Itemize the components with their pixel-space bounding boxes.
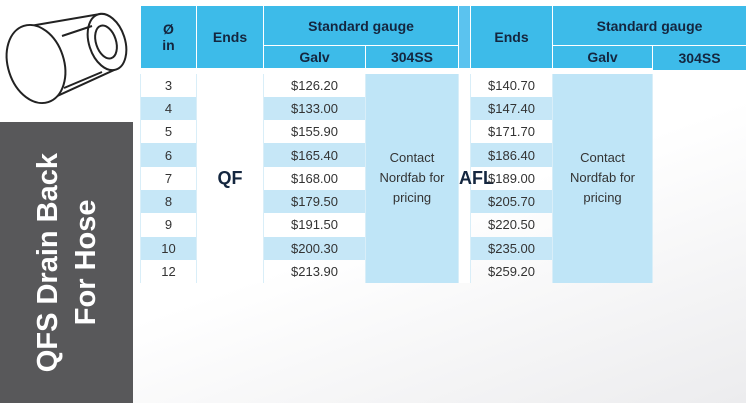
price-cell: $259.20 (471, 260, 553, 283)
price-cell: $165.40 (264, 143, 366, 166)
header-text: Ø (141, 21, 196, 37)
diameter-cell: 10 (141, 237, 197, 260)
header-cell: Galv (553, 46, 653, 71)
price-cell: $140.70 (471, 71, 553, 97)
diameter-cell: 3 (141, 71, 197, 97)
separator (459, 6, 471, 71)
diameter-cell: 12 (141, 260, 197, 283)
price-cell: $168.00 (264, 167, 366, 190)
side-title: QFS Drain Back For Hose (29, 153, 105, 372)
ends-cell: AFL (459, 71, 471, 284)
product-drawing (2, 6, 136, 118)
price-cell: $171.70 (471, 120, 553, 143)
note-cell: Contact Nordfab for pricing (366, 71, 459, 284)
side-title-box: QFS Drain Back For Hose (0, 122, 133, 403)
price-cell: $179.50 (264, 190, 366, 213)
price-cell: $133.00 (264, 97, 366, 120)
price-cell: $235.00 (471, 237, 553, 260)
header-cell: 304SS (366, 46, 459, 71)
price-cell: $220.50 (471, 213, 553, 236)
side-title-line: For Hose (67, 153, 105, 372)
page: QFS Drain Back For Hose Øin Ends Standar… (0, 0, 746, 403)
price-cell: $155.90 (264, 120, 366, 143)
price-cell: $200.30 (264, 237, 366, 260)
side-title-line: QFS Drain Back (29, 153, 67, 372)
diameter-cell: 9 (141, 213, 197, 236)
diameter-cell: 8 (141, 190, 197, 213)
price-cell: $191.50 (264, 213, 366, 236)
header-cell: Ends (471, 6, 553, 71)
diameter-cell: 6 (141, 143, 197, 166)
header-cell: Ends (197, 6, 264, 71)
header-text: in (141, 37, 196, 53)
ends-cell: QF (197, 71, 264, 284)
diameter-cell: 7 (141, 167, 197, 190)
header-cell: Galv (264, 46, 366, 71)
price-cell: $205.70 (471, 190, 553, 213)
header-cell: Standard gauge (553, 6, 746, 46)
header-cell: 304SS (653, 46, 746, 71)
price-cell: $186.40 (471, 143, 553, 166)
price-cell: $126.20 (264, 71, 366, 97)
diameter-cell: 4 (141, 97, 197, 120)
price-cell: $147.40 (471, 97, 553, 120)
header-cell: Standard gauge (264, 6, 459, 46)
price-cell: $213.90 (264, 260, 366, 283)
diameter-cell: 5 (141, 120, 197, 143)
note-cell: Contact Nordfab for pricing (553, 71, 653, 284)
